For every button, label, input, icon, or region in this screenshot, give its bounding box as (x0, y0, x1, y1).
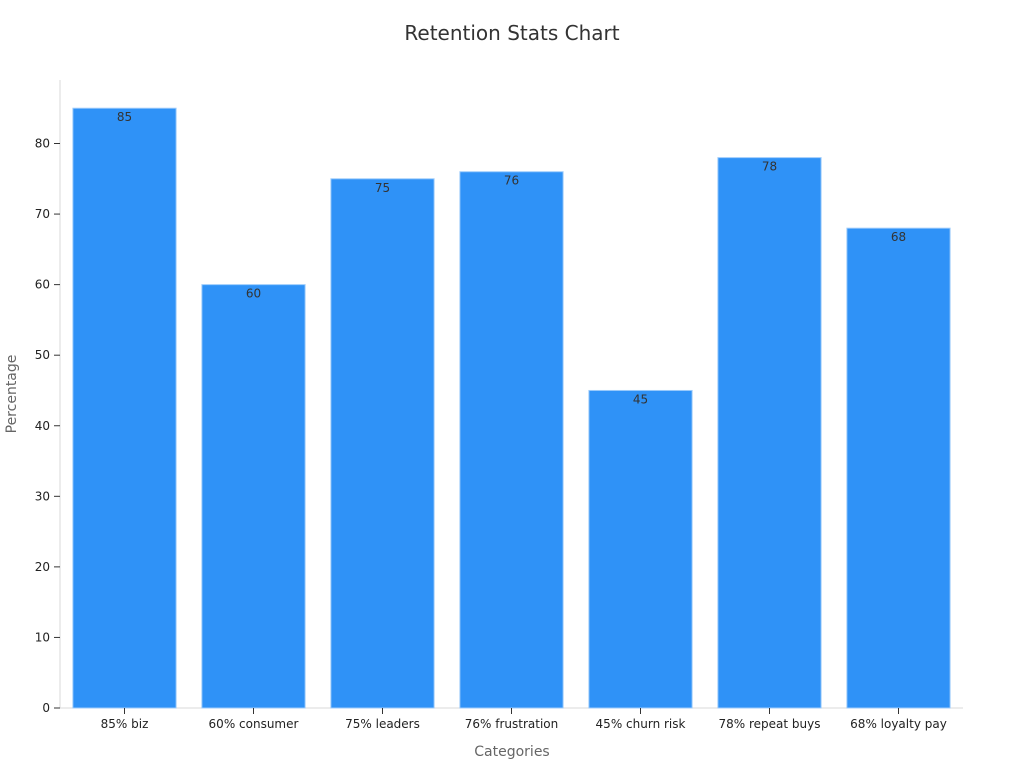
bar (588, 389, 693, 709)
chart-title: Retention Stats Chart (404, 21, 619, 45)
bar-value-label: 75 (375, 181, 390, 195)
bar-value-label: 85 (117, 110, 132, 124)
bar-value-label: 78 (762, 160, 777, 174)
y-axis-title: Percentage (4, 355, 20, 434)
y-tick-label: 80 (35, 137, 50, 151)
x-tick-label: 76% frustration (465, 717, 558, 731)
x-tick-label: 60% consumer (209, 717, 299, 731)
y-tick-label: 30 (35, 489, 50, 503)
x-tick-label: 85% biz (101, 717, 149, 731)
x-tick-label: 78% repeat buys (719, 717, 821, 731)
bar (72, 107, 177, 709)
bar (846, 227, 951, 709)
x-tick-label: 75% leaders (345, 717, 420, 731)
bar-value-label: 68 (891, 230, 906, 244)
y-tick-label: 70 (35, 207, 50, 221)
bar-value-label: 45 (633, 392, 648, 406)
bar (330, 178, 435, 709)
y-tick-label: 60 (35, 278, 50, 292)
y-tick-label: 10 (35, 630, 50, 644)
x-tick-label: 68% loyalty pay (850, 717, 947, 731)
y-tick-label: 0 (42, 701, 50, 715)
bar (459, 171, 564, 709)
bar-value-label: 76 (504, 174, 519, 188)
x-axis-title: Categories (474, 744, 549, 760)
bar-value-label: 60 (246, 287, 261, 301)
y-tick-label: 50 (35, 348, 50, 362)
bar (717, 157, 822, 709)
x-tick-label: 45% churn risk (596, 717, 686, 731)
plot-area: 0 10 20 30 40 50 60 70 80 85 85% biz 60 60% consumer… (35, 80, 963, 731)
y-tick-label: 20 (35, 560, 50, 574)
bar (201, 284, 306, 709)
y-tick-label: 40 (35, 419, 50, 433)
